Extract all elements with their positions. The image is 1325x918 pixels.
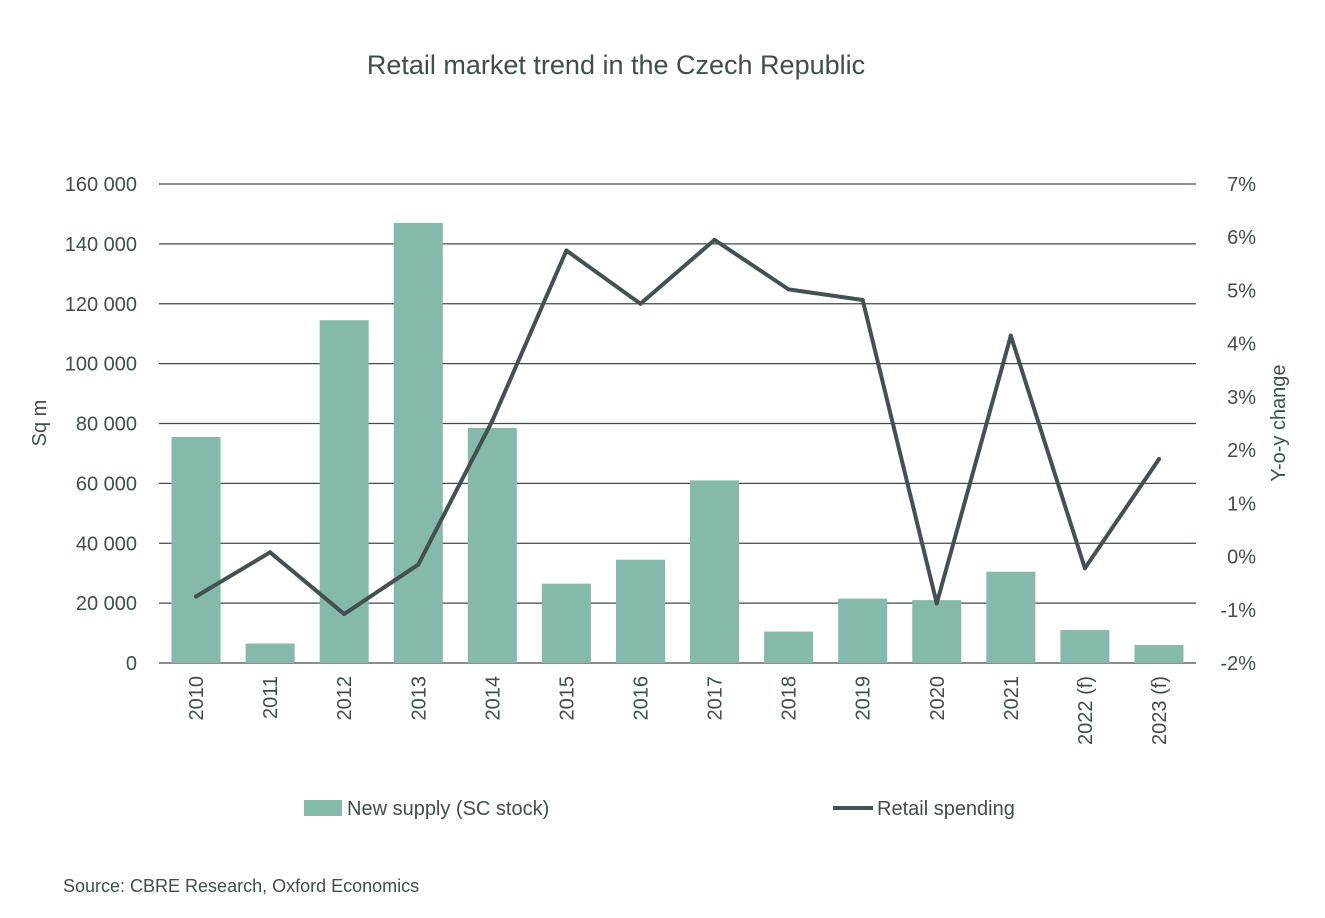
bar xyxy=(541,583,591,663)
bar xyxy=(615,559,665,663)
line-point xyxy=(1082,566,1087,571)
bar xyxy=(171,436,221,663)
line-point xyxy=(416,562,421,567)
x-tick-label: 2023 (f) xyxy=(1149,676,1171,745)
x-tick-label: 2019 xyxy=(853,676,875,721)
left-axis-label: Sq m xyxy=(29,400,51,447)
chart-title: Retail market trend in the Czech Republi… xyxy=(367,50,865,80)
x-tick-label: 2012 xyxy=(334,676,356,721)
bar xyxy=(838,598,888,663)
left-tick-label: 160 000 xyxy=(65,174,137,196)
bar xyxy=(986,571,1036,663)
x-tick-label: 2018 xyxy=(779,676,801,721)
source-note: Source: CBRE Research, Oxford Economics xyxy=(63,876,419,896)
legend-swatch-bar xyxy=(304,800,342,816)
line-point xyxy=(342,612,347,617)
x-tick-label: 2020 xyxy=(927,676,949,721)
right-tick-label: 6% xyxy=(1227,227,1256,249)
bar xyxy=(1134,645,1184,663)
x-tick-label: 2016 xyxy=(630,676,652,721)
right-tick-label: 7% xyxy=(1227,174,1256,196)
bar xyxy=(912,600,962,663)
bar xyxy=(690,480,740,663)
left-tick-label: 120 000 xyxy=(65,294,137,316)
right-tick-label: 4% xyxy=(1227,334,1256,356)
line-point xyxy=(712,237,717,242)
right-tick-label: -1% xyxy=(1220,600,1256,622)
x-axis-ticks: 2010 2011 2012 2013 2014 2015 2016 2017 2018 2019… xyxy=(186,676,1171,745)
left-tick-label: 80 000 xyxy=(76,414,137,436)
line-point xyxy=(934,601,939,606)
right-tick-label: -2% xyxy=(1220,653,1256,675)
right-tick-label: 1% xyxy=(1227,493,1256,515)
bar-series xyxy=(171,222,1184,663)
left-axis-ticks: 0 20 000 40 000 60 000 80 000 100 000 120 000 1… xyxy=(65,174,137,675)
x-tick-label: 2010 xyxy=(186,676,208,721)
right-axis-ticks: -2% -1% 0% 1% 2% 3% 4% 5% 6% 7% xyxy=(1220,174,1256,675)
left-tick-label: 20 000 xyxy=(76,593,137,615)
right-tick-label: 5% xyxy=(1227,280,1256,302)
line-point xyxy=(490,418,495,423)
line-point xyxy=(194,594,199,599)
bar xyxy=(319,320,369,663)
left-tick-label: 60 000 xyxy=(76,473,137,495)
bar xyxy=(393,222,443,663)
x-tick-label: 2021 xyxy=(1001,676,1023,721)
line-series xyxy=(194,237,1161,617)
bar xyxy=(1060,630,1110,663)
x-tick-label: 2013 xyxy=(408,676,430,721)
x-tick-label: 2015 xyxy=(556,676,578,721)
right-tick-label: 0% xyxy=(1227,547,1256,569)
x-tick-label: 2011 xyxy=(260,676,282,719)
line-point xyxy=(786,287,791,292)
legend: New supply (SC stock) Retail spending xyxy=(304,798,1015,820)
legend-label-bar: New supply (SC stock) xyxy=(347,798,549,820)
left-tick-label: 0 xyxy=(126,653,137,675)
bar xyxy=(764,631,814,663)
line-point xyxy=(1008,333,1013,338)
legend-label-line: Retail spending xyxy=(877,798,1015,820)
line-point xyxy=(268,550,273,555)
x-tick-label: 2017 xyxy=(705,676,727,721)
bar xyxy=(245,643,295,663)
bar xyxy=(467,427,517,663)
line-point xyxy=(860,298,865,303)
left-tick-label: 40 000 xyxy=(76,533,137,555)
x-tick-label: 2022 (f) xyxy=(1075,676,1097,745)
left-tick-label: 140 000 xyxy=(65,234,137,256)
right-tick-label: 3% xyxy=(1227,387,1256,409)
line-point xyxy=(564,248,569,253)
right-tick-label: 2% xyxy=(1227,440,1256,462)
line-point xyxy=(1156,457,1161,462)
left-tick-label: 100 000 xyxy=(65,354,137,376)
right-axis-label: Y-o-y change xyxy=(1268,364,1290,481)
line-point xyxy=(638,301,643,306)
x-tick-label: 2014 xyxy=(482,676,504,721)
retail-spending-line xyxy=(194,237,1161,617)
